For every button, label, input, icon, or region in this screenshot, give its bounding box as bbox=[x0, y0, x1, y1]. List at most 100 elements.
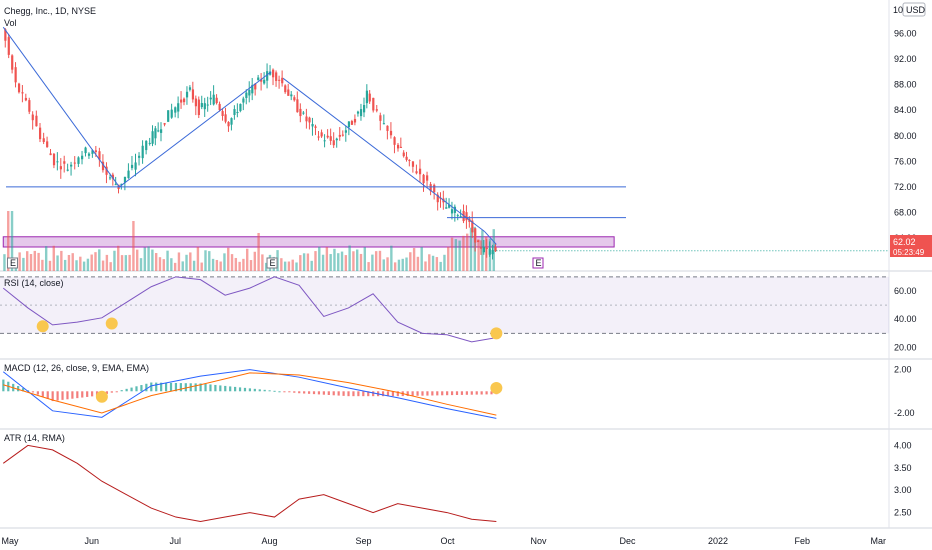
macd-axis[interactable]: 2.00 -2.00 bbox=[894, 365, 915, 418]
candle-body bbox=[94, 150, 98, 152]
price-tick-label: 76.00 bbox=[894, 156, 917, 166]
candle-body bbox=[174, 107, 177, 113]
candle-body bbox=[109, 177, 112, 179]
macd-histogram-bar bbox=[327, 391, 330, 395]
candle-body bbox=[14, 67, 17, 83]
macd-histogram-bar bbox=[421, 391, 424, 396]
macd-histogram-bar bbox=[209, 384, 212, 392]
volume-bar bbox=[348, 245, 351, 271]
macd-tick-label: -2.00 bbox=[894, 408, 915, 418]
volume-bar bbox=[60, 250, 63, 271]
candle-body bbox=[111, 174, 115, 179]
volume-bar bbox=[340, 251, 344, 271]
macd-tick-label: 2.00 bbox=[894, 365, 912, 375]
macd-histogram-bar bbox=[214, 384, 217, 392]
macd-histogram-bar bbox=[337, 391, 340, 396]
candle-body bbox=[59, 166, 62, 170]
candle-body bbox=[81, 155, 84, 160]
macd-histogram-bar bbox=[303, 391, 306, 394]
candle-body bbox=[382, 123, 386, 125]
volume-bar bbox=[492, 229, 495, 271]
candle-body bbox=[236, 112, 239, 114]
volume-bar bbox=[211, 258, 215, 271]
candle-body bbox=[42, 138, 45, 142]
macd-histogram-bar bbox=[362, 391, 365, 397]
price-tick-label: 92.00 bbox=[894, 54, 917, 64]
volume-bar bbox=[234, 257, 238, 271]
atr-axis[interactable]: 4.00 3.50 3.00 2.50 bbox=[894, 440, 912, 517]
candle-body bbox=[242, 98, 245, 103]
candle-body bbox=[148, 142, 151, 144]
volume-bar bbox=[26, 251, 29, 271]
macd-histogram-bar bbox=[135, 386, 138, 392]
candle-body bbox=[415, 171, 418, 174]
candle-body bbox=[479, 247, 483, 249]
macd-histogram-bar bbox=[288, 391, 291, 393]
candle-body bbox=[399, 146, 403, 148]
volume-bar bbox=[321, 254, 325, 271]
volume-bar bbox=[44, 246, 48, 271]
time-axis[interactable]: May Jun Jul Aug Sep Oct Nov Dec 2022 Feb Mar bbox=[2, 536, 887, 546]
countdown-label: 05:23:49 bbox=[893, 248, 925, 257]
candle-body bbox=[411, 161, 415, 167]
candle-body bbox=[206, 104, 209, 106]
volume-bar bbox=[79, 256, 82, 271]
volume-bar bbox=[412, 248, 416, 271]
volume-bar bbox=[458, 240, 461, 271]
candle-body bbox=[221, 111, 224, 116]
time-axis-label: Feb bbox=[795, 536, 811, 546]
macd-histogram-bar bbox=[312, 391, 316, 395]
price-axis[interactable]: 96.00 92.00 88.00 84.00 80.00 76.00 72.00 68.00… bbox=[894, 29, 917, 243]
rsi-pane[interactable] bbox=[0, 276, 889, 343]
macd-histogram-bar bbox=[140, 385, 143, 392]
macd-histogram-bar bbox=[204, 383, 207, 392]
candle-body bbox=[203, 103, 206, 110]
volume-bar bbox=[67, 254, 71, 271]
volume-bar bbox=[314, 251, 317, 271]
candle-body bbox=[287, 89, 290, 96]
candle-body bbox=[296, 99, 299, 113]
volume-bar bbox=[291, 259, 294, 271]
volume-bar bbox=[344, 255, 348, 271]
currency-badge[interactable] bbox=[902, 2, 926, 17]
volume-bar bbox=[223, 253, 226, 271]
atr-pane[interactable] bbox=[2, 444, 497, 523]
volume-bar bbox=[397, 259, 401, 271]
volume-bar bbox=[29, 254, 33, 271]
macd-histogram-bar bbox=[268, 390, 271, 392]
volume-bar bbox=[139, 258, 143, 271]
volume-bar bbox=[454, 239, 458, 271]
macd-histogram-bar bbox=[465, 391, 468, 395]
time-axis-label: May bbox=[2, 536, 20, 546]
atr-line bbox=[2, 444, 497, 523]
candle-body bbox=[197, 99, 200, 116]
candle-body bbox=[302, 112, 305, 114]
candle-body bbox=[24, 97, 28, 101]
candle-body bbox=[332, 140, 335, 146]
macd-histogram-bar bbox=[238, 387, 242, 392]
time-axis-label: Dec bbox=[620, 536, 637, 546]
macd-histogram-bar bbox=[298, 391, 301, 394]
candle-body bbox=[194, 98, 198, 107]
rsi-axis[interactable]: 60.00 40.00 20.00 bbox=[894, 286, 917, 353]
macd-histogram-bar bbox=[248, 388, 252, 392]
candle-body bbox=[263, 79, 266, 84]
macd-pane[interactable] bbox=[2, 369, 503, 419]
candle-body bbox=[329, 136, 332, 141]
candle-body bbox=[114, 184, 117, 186]
volume-bar bbox=[356, 249, 359, 271]
volume-bar bbox=[136, 249, 139, 271]
macd-histogram-bar bbox=[86, 391, 89, 397]
candle-body bbox=[17, 83, 21, 93]
rsi-marker bbox=[36, 320, 49, 333]
atr-tick-label: 3.50 bbox=[894, 463, 912, 473]
candle-body bbox=[84, 147, 87, 154]
macd-histogram-bar bbox=[36, 391, 39, 395]
volume-bar bbox=[189, 252, 192, 271]
macd-histogram-bar bbox=[485, 391, 488, 395]
candle-body bbox=[344, 130, 348, 133]
macd-histogram-bar bbox=[199, 383, 202, 392]
volume-bar bbox=[86, 258, 90, 271]
